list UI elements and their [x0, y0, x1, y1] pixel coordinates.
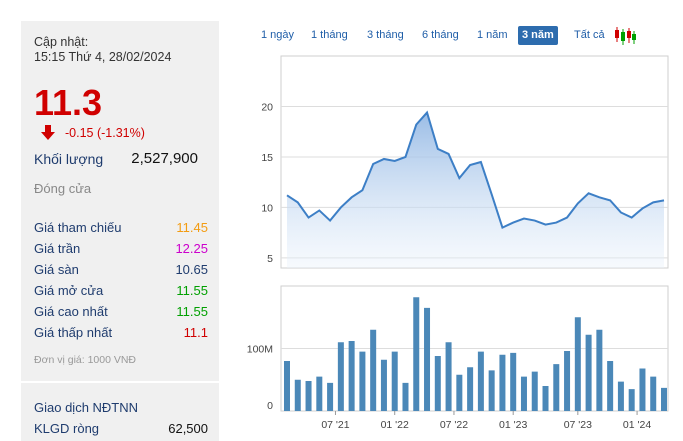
floor-price-label: Giá sàn — [34, 262, 79, 277]
volume-bar — [574, 317, 581, 411]
volume-bar — [542, 386, 549, 411]
close-label: Đóng cửa — [34, 181, 92, 196]
volume-bar — [531, 371, 538, 411]
down-arrow-icon — [41, 125, 55, 140]
tab-6-months[interactable]: 6 tháng — [422, 29, 459, 41]
volume-bar — [456, 374, 463, 411]
tab-1-year[interactable]: 1 năm — [477, 29, 508, 41]
volume-bar — [510, 352, 517, 411]
open-price-value: 11.55 — [176, 283, 208, 298]
volume-bar — [284, 361, 290, 411]
low-price-value: 11.1 — [183, 325, 208, 340]
volume-bar — [391, 351, 398, 411]
price-change-row: -0.15 (-1.31%) — [41, 125, 145, 141]
quote-panel: Cập nhật: 15:15 Thứ 4, 28/02/2024 11.3 -… — [21, 21, 219, 441]
volume-bar — [294, 379, 301, 411]
net-volume-label: KLGD ròng — [34, 421, 100, 436]
volume-bar — [520, 376, 527, 411]
price-tick-label: 10 — [261, 202, 273, 214]
low-price-label: Giá thấp nhất — [34, 325, 113, 340]
volume-tick-label: 0 — [267, 400, 273, 412]
volume-bar — [424, 307, 431, 411]
x-tick-label: 07 '23 — [564, 419, 592, 431]
x-tick-label: 01 '24 — [623, 419, 651, 431]
volume-bar — [305, 381, 312, 411]
volume-bar — [467, 367, 474, 411]
volume-bar — [316, 376, 323, 411]
volume-plot: 0 100M 07 '21 01 '22 07 '22 01 '23 07 '23 01 '2… — [247, 285, 669, 431]
price-tick-label: 15 — [261, 152, 273, 164]
volume-bar — [564, 351, 571, 411]
candlestick-icon[interactable] — [613, 26, 637, 46]
volume-bar — [661, 387, 667, 411]
high-price-value: 11.55 — [176, 304, 208, 319]
price-plot: 5 10 15 20 — [261, 55, 669, 269]
volume-bar — [402, 382, 409, 411]
ref-price-value: 11.45 — [176, 220, 208, 235]
volume-bar — [327, 382, 334, 411]
volume-bar — [639, 368, 646, 411]
volume-bar — [337, 342, 344, 411]
volume-bar — [413, 297, 420, 411]
updated-time: 15:15 Thứ 4, 28/02/2024 — [34, 50, 172, 64]
foreign-trade-label: Giao dịch NĐTNN — [34, 400, 139, 415]
tab-1-month[interactable]: 1 tháng — [311, 29, 348, 41]
price-tick-label: 20 — [261, 101, 273, 113]
volume-bar — [553, 364, 560, 411]
volume-bar — [370, 329, 377, 411]
open-price-label: Giá mở cửa — [34, 283, 104, 298]
high-price-label: Giá cao nhất — [34, 304, 108, 319]
price-change: -0.15 (-1.31%) — [65, 126, 145, 140]
volume-bar — [650, 376, 657, 411]
tab-all[interactable]: Tất cả — [574, 29, 605, 41]
volume-bar — [434, 356, 441, 411]
volume-bar — [628, 389, 635, 411]
tab-3-years[interactable]: 3 năm — [518, 26, 558, 45]
floor-price-value: 10.65 — [175, 262, 208, 277]
x-tick-label: 07 '21 — [321, 419, 349, 431]
volume-bar — [617, 381, 624, 411]
divider — [21, 381, 219, 383]
volume-bar — [596, 329, 603, 411]
updated-label: Cập nhật: — [34, 35, 89, 49]
volume-bar — [607, 361, 614, 411]
ref-price-label: Giá tham chiếu — [34, 220, 122, 235]
tab-3-months[interactable]: 3 tháng — [367, 29, 404, 41]
tab-1-day[interactable]: 1 ngày — [261, 29, 295, 41]
ceiling-price-label: Giá trần — [34, 241, 81, 256]
volume-bar — [585, 334, 592, 411]
price-line — [286, 110, 665, 230]
price-tick-label: 5 — [267, 253, 273, 265]
volume-label: Khối lượng — [34, 151, 104, 167]
volume-bar — [380, 359, 387, 411]
volume-bar — [359, 351, 366, 411]
x-tick-label: 07 '22 — [440, 419, 468, 431]
volume-bar — [499, 354, 506, 411]
net-volume-value: 62,500 — [168, 421, 208, 436]
unit-note: Đơn vị giá: 1000 VNĐ — [34, 354, 137, 366]
current-price: 11.3 — [34, 82, 103, 123]
volume-bar — [348, 341, 355, 411]
volume-bar — [488, 370, 495, 411]
volume-tick-label: 100M — [247, 344, 273, 356]
volume-bar — [445, 342, 452, 411]
volume-bar — [477, 351, 484, 411]
price-area — [287, 112, 664, 269]
x-tick-label: 01 '23 — [499, 419, 527, 431]
volume-value: 2,527,900 — [131, 150, 198, 167]
ceiling-price-value: 12.25 — [175, 241, 208, 256]
x-tick-label: 01 '22 — [381, 419, 409, 431]
